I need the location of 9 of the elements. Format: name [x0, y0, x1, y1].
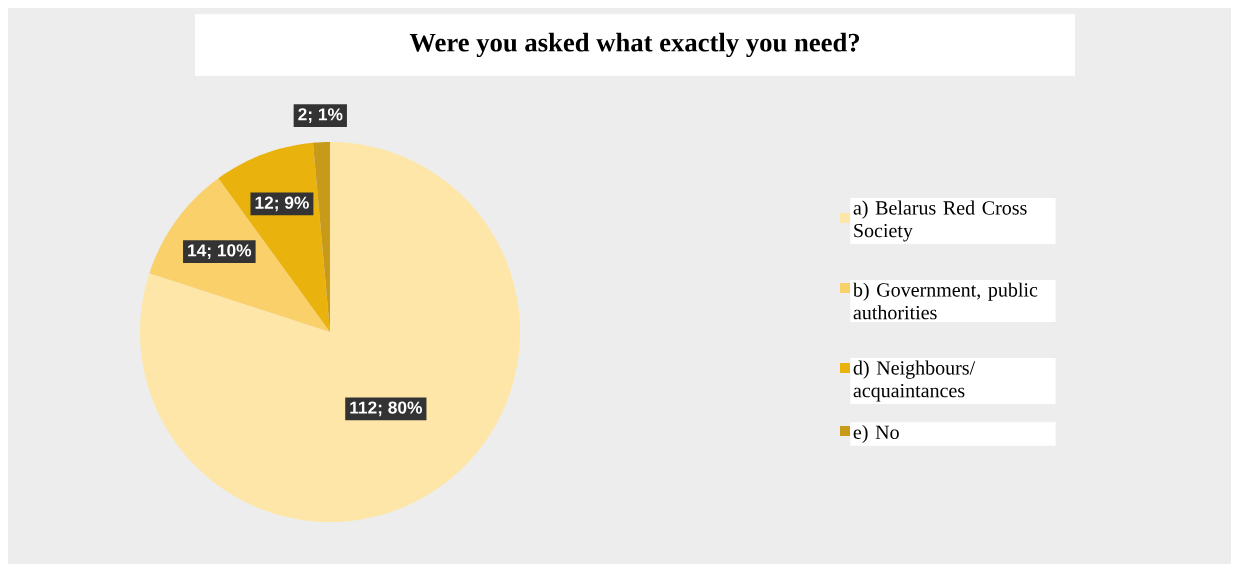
legend-label: a) Belarus Red Cross Society: [853, 200, 1027, 242]
data-label: 14; 10%: [188, 244, 252, 259]
legend-label: b) Government, public authorities: [852, 282, 1038, 320]
data-label: 112; 80%: [350, 401, 422, 417]
data-label: 12; 9%: [255, 196, 309, 212]
chart-title: Were you asked what exactly you need?: [409, 32, 860, 58]
data-label: 2; 1%: [298, 108, 343, 123]
legend-label: d) Neighbours/ acquaintances: [853, 360, 976, 402]
legend-label: e) No: [853, 424, 899, 444]
